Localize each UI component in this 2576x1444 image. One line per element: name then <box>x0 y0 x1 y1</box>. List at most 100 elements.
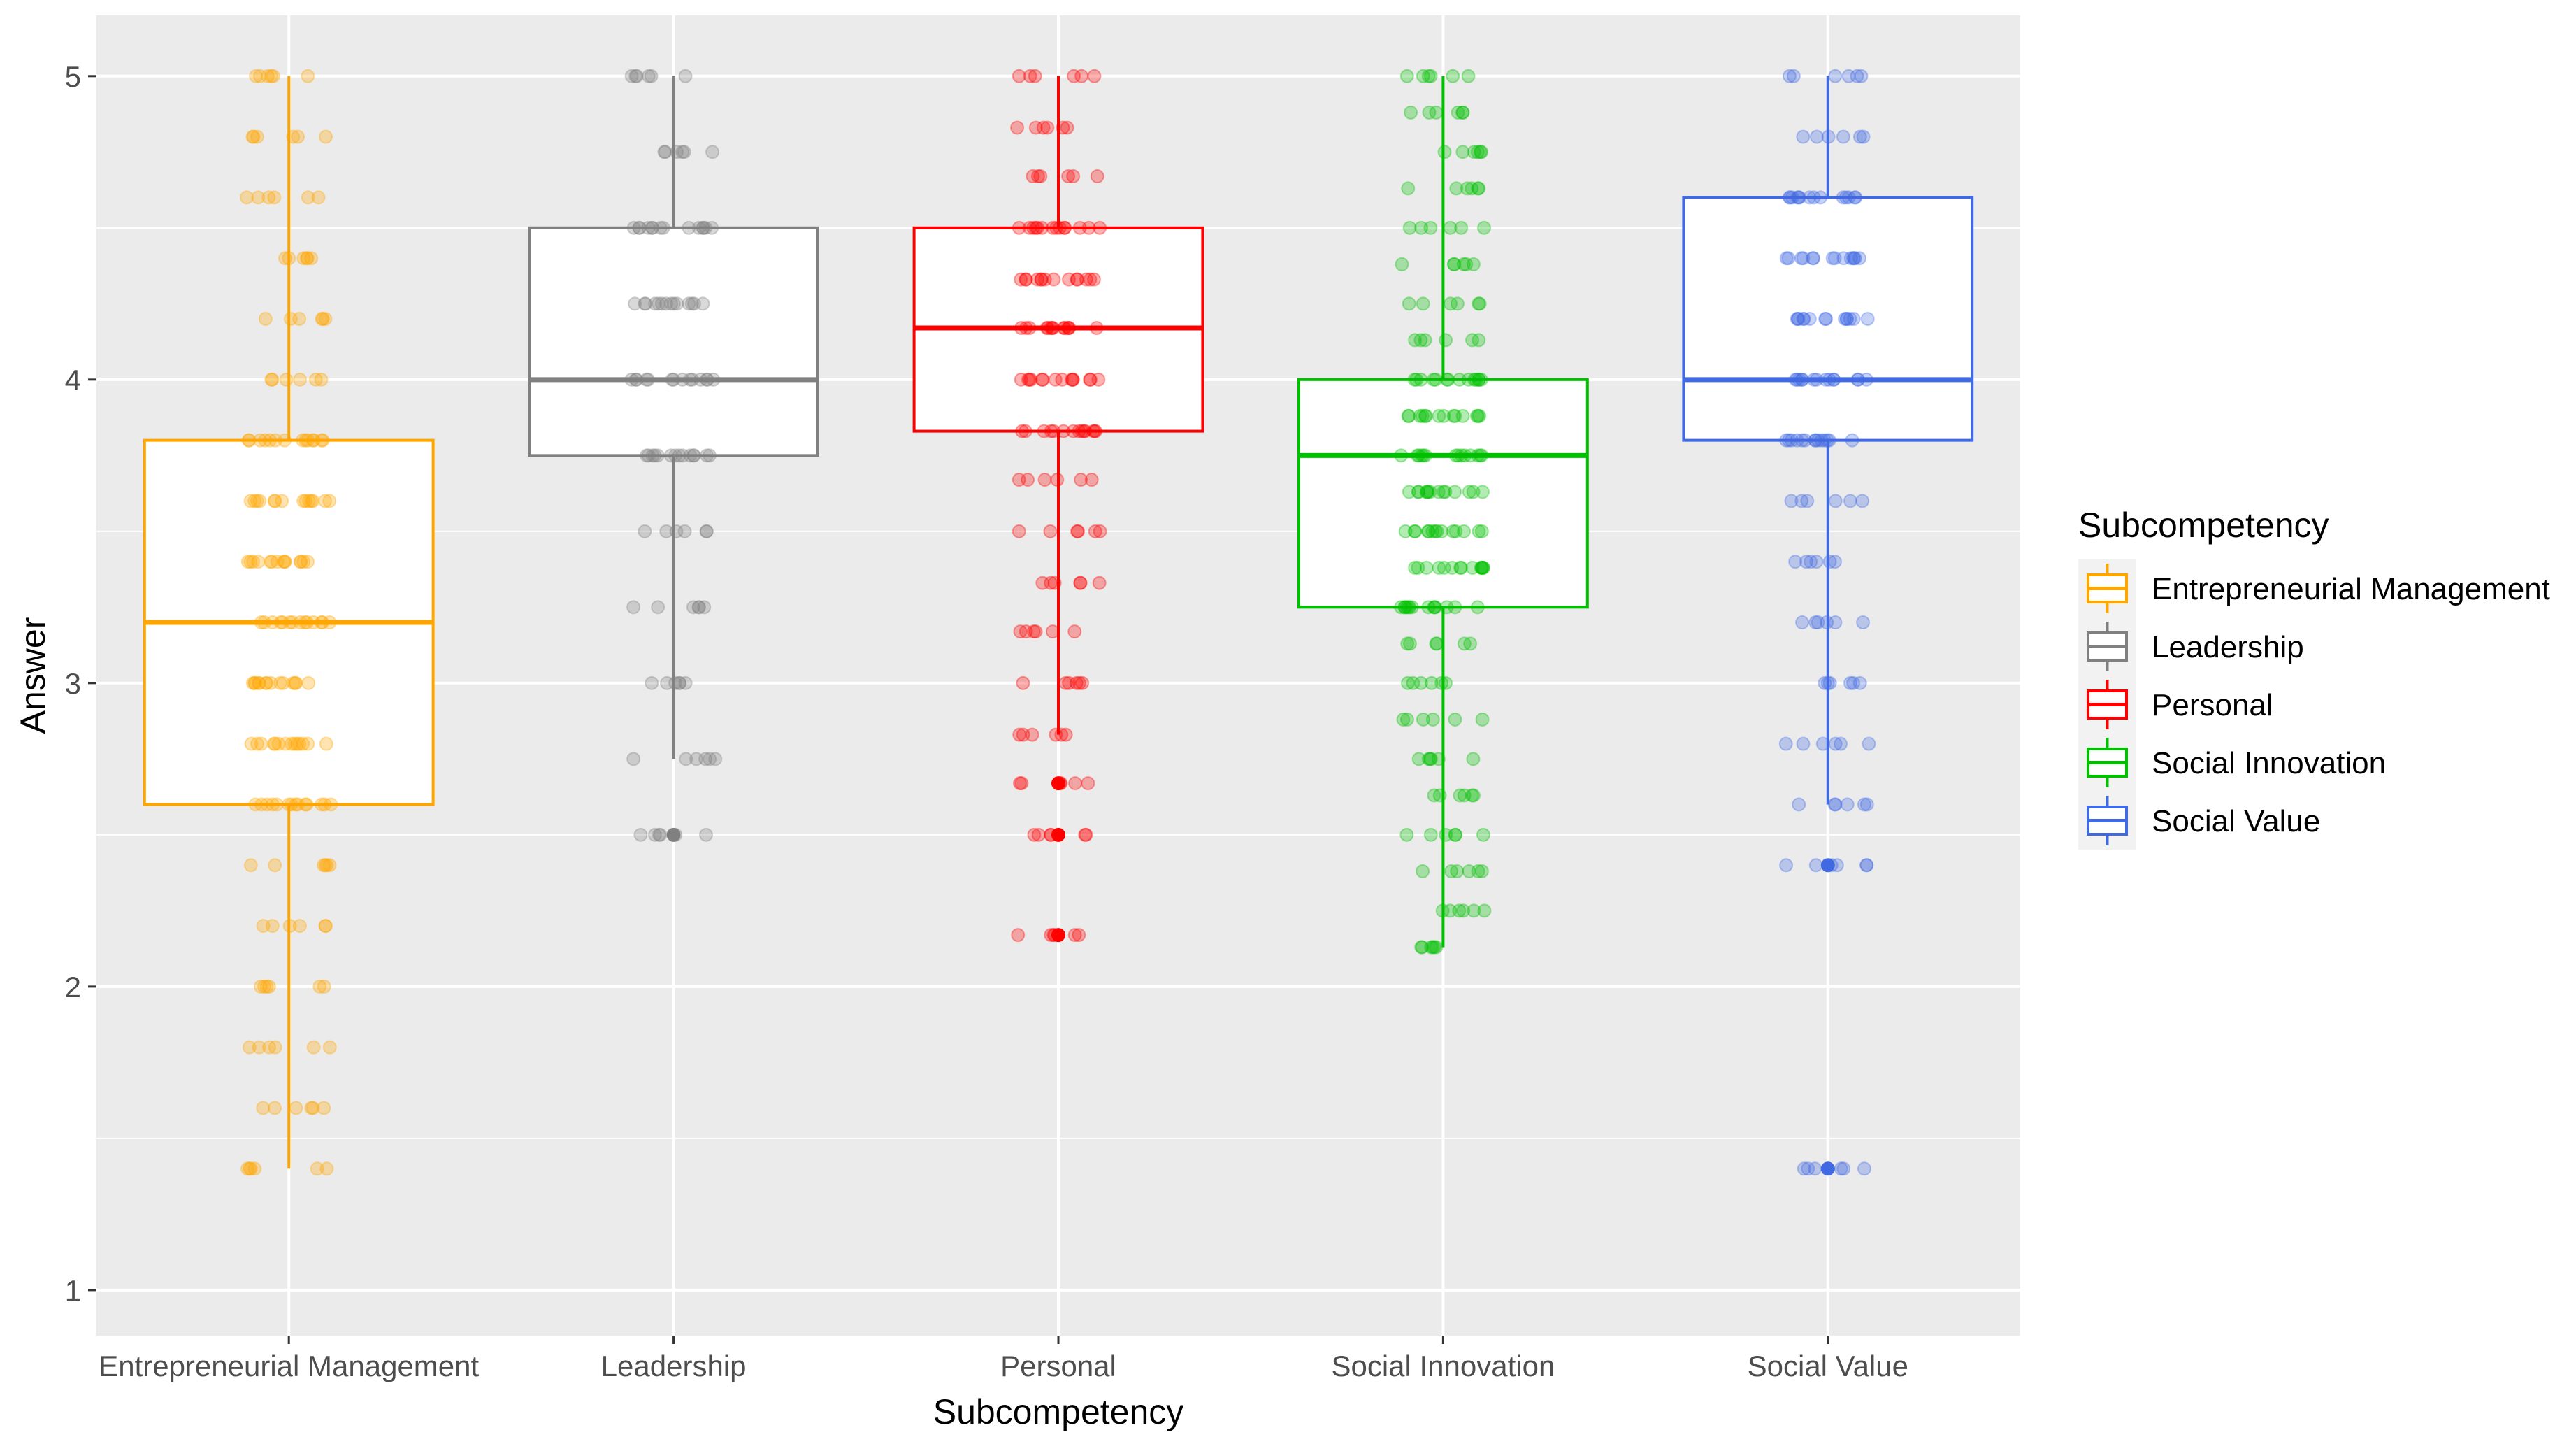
jitter-point <box>315 615 329 630</box>
jitter-point <box>1407 524 1422 538</box>
jitter-point <box>1077 424 1091 438</box>
jitter-point <box>312 979 327 994</box>
jitter-point <box>1439 827 1453 842</box>
jitter-point <box>668 448 683 463</box>
jitter-point <box>706 372 721 387</box>
jitter-point <box>1461 372 1476 387</box>
jitter-point <box>1083 372 1098 387</box>
jitter-point <box>1427 600 1442 615</box>
jitter-point <box>1036 120 1051 135</box>
jitter-point <box>1414 448 1429 463</box>
outlier-point <box>666 827 681 842</box>
jitter-point <box>306 615 321 630</box>
jitter-point <box>306 1040 321 1055</box>
jitter-point <box>1465 181 1479 196</box>
jitter-point <box>265 797 280 812</box>
jitter-point <box>1474 864 1489 878</box>
jitter-point <box>1421 600 1436 615</box>
jitter-point <box>1083 272 1098 287</box>
jitter-point <box>278 251 292 266</box>
jitter-points <box>239 69 1876 1176</box>
jitter-point <box>1473 145 1488 159</box>
jitter-point <box>1067 69 1081 83</box>
jitter-point <box>1808 615 1823 630</box>
jitter-point <box>1075 675 1090 690</box>
jitter-point <box>1039 321 1054 336</box>
jitter-point <box>1445 560 1460 575</box>
jitter-point <box>1044 827 1058 842</box>
jitter-point <box>1028 624 1043 639</box>
jitter-point <box>322 1040 337 1055</box>
jitter-point <box>251 675 266 690</box>
jitter-point <box>1050 473 1065 487</box>
jitter-point <box>1413 675 1428 690</box>
jitter-point <box>243 494 258 508</box>
y-tick-label: 3 <box>65 667 81 700</box>
jitter-point <box>319 736 333 751</box>
jitter-point <box>645 220 660 235</box>
jitter-point <box>1040 120 1055 135</box>
jitter-point <box>315 797 329 812</box>
jitter-point <box>296 555 311 569</box>
jitter-point <box>240 1161 255 1176</box>
jitter-point <box>1808 433 1822 448</box>
jitter-point <box>1790 312 1804 327</box>
jitter-point <box>1018 424 1032 438</box>
jitter-point <box>298 797 312 812</box>
jitter-point <box>1786 69 1801 83</box>
jitter-point <box>317 1101 331 1115</box>
jitter-point <box>696 220 711 235</box>
jitter-point <box>1444 864 1459 878</box>
jitter-point <box>293 615 308 630</box>
jitter-point <box>1053 776 1067 791</box>
jitter-point <box>1028 220 1043 235</box>
jitter-point <box>250 129 264 144</box>
jitter-point <box>1413 372 1428 387</box>
jitter-point <box>689 752 704 766</box>
jitter-point <box>264 372 279 387</box>
box <box>1297 378 1589 609</box>
jitter-point <box>1450 864 1465 878</box>
jitter-point <box>1838 312 1852 327</box>
jitter-point <box>659 296 673 311</box>
jitter-point <box>1477 220 1492 235</box>
jitter-point <box>261 979 276 994</box>
y-tick-label: 5 <box>65 60 81 93</box>
jitter-point <box>317 979 331 994</box>
jitter-point <box>1836 251 1851 266</box>
jitter-point <box>663 448 678 463</box>
jitter-point <box>656 220 670 235</box>
jitter-point <box>1049 220 1064 235</box>
jitter-point <box>1847 251 1862 266</box>
jitter-point <box>1411 485 1426 499</box>
jitter-point <box>1423 69 1438 83</box>
jitter-point <box>672 448 686 463</box>
jitter-point <box>1845 433 1859 448</box>
jitter-point <box>294 555 308 569</box>
jitter-point <box>1781 251 1796 266</box>
jitter-point <box>1782 69 1797 83</box>
jitter-point <box>279 372 294 387</box>
jitter-point <box>278 555 292 569</box>
jitter-point <box>1836 1161 1851 1176</box>
jitter-point <box>677 145 691 159</box>
jitter-point <box>289 797 303 812</box>
jitter-point <box>670 296 684 311</box>
jitter-point <box>1025 727 1039 742</box>
jitter-point <box>1014 372 1028 387</box>
jitter-point <box>628 69 643 83</box>
jitter-point <box>1046 928 1061 943</box>
jitter-point <box>1397 600 1412 615</box>
jitter-point <box>1435 903 1450 918</box>
jitter-point <box>638 524 652 538</box>
jitter-point <box>1061 169 1076 184</box>
jitter-point <box>1022 372 1037 387</box>
jitter-point <box>304 1101 319 1115</box>
jitter-point <box>1402 636 1417 651</box>
jitter-point <box>685 372 700 387</box>
jitter-point <box>1808 433 1823 448</box>
jitter-point <box>1411 485 1426 499</box>
jitter-point <box>1795 372 1810 387</box>
jitter-point <box>256 1101 271 1115</box>
